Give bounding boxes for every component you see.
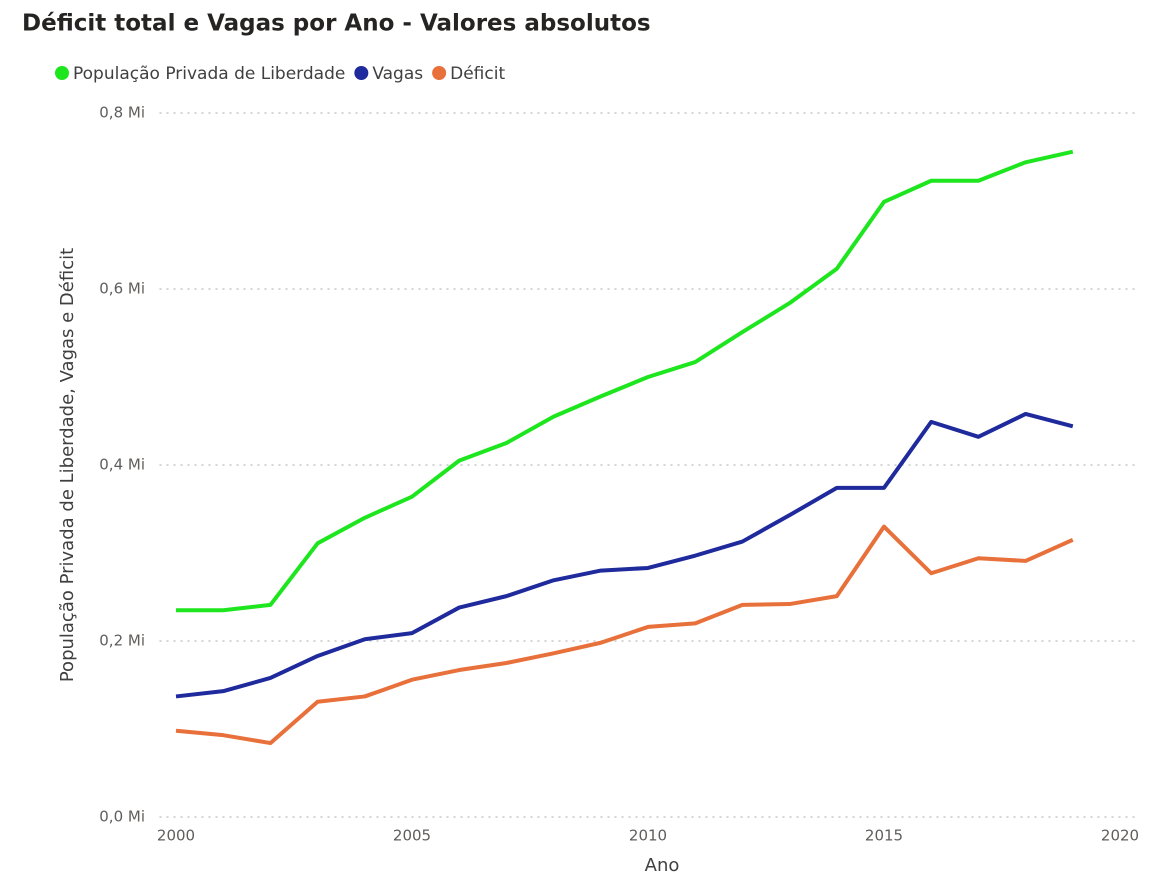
y-tick-label: 0,0 Mi bbox=[99, 808, 145, 826]
series-line bbox=[175, 524, 1074, 746]
y-tick-label: 0,4 Mi bbox=[99, 456, 145, 474]
legend-marker bbox=[55, 66, 69, 80]
x-tick-label: 2015 bbox=[865, 827, 903, 845]
series-line bbox=[175, 411, 1074, 699]
x-tick-label: 2000 bbox=[157, 827, 195, 845]
legend-label: População Privada de Liberdade bbox=[73, 64, 345, 84]
y-tick-label: 0,6 Mi bbox=[99, 280, 145, 298]
legend-label: Vagas bbox=[372, 64, 423, 84]
x-tick-label: 2005 bbox=[393, 827, 431, 845]
y-axis-title: População Privada de Liberdade, Vagas e … bbox=[57, 248, 78, 682]
y-tick-label: 0,2 Mi bbox=[99, 632, 145, 650]
x-tick-label: 2010 bbox=[629, 827, 667, 845]
series-line bbox=[176, 149, 1074, 613]
x-tick-label: 2020 bbox=[1101, 827, 1139, 845]
chart-title: Déficit total e Vagas por Ano - Valores … bbox=[22, 11, 651, 37]
legend-label: Déficit bbox=[450, 64, 505, 84]
legend-marker bbox=[432, 66, 447, 80]
y-tick-label: 0,8 Mi bbox=[99, 104, 145, 122]
x-axis-title: Ano bbox=[645, 855, 680, 876]
legend-marker bbox=[354, 66, 369, 80]
